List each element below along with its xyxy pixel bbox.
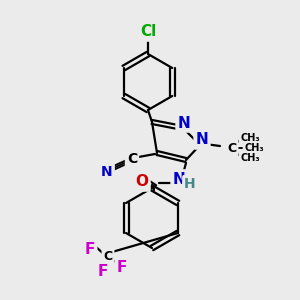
Text: F: F bbox=[117, 260, 127, 275]
Text: N: N bbox=[178, 116, 190, 130]
Text: N: N bbox=[101, 165, 113, 179]
Text: CH₃: CH₃ bbox=[240, 133, 260, 143]
Text: O: O bbox=[136, 175, 148, 190]
Text: CH₃: CH₃ bbox=[240, 153, 260, 163]
Text: F: F bbox=[98, 265, 108, 280]
Text: C: C bbox=[103, 250, 112, 262]
Text: CH₃: CH₃ bbox=[244, 143, 264, 153]
Text: H: H bbox=[184, 177, 196, 191]
Text: F: F bbox=[85, 242, 95, 257]
Text: N: N bbox=[172, 172, 185, 187]
Text: C: C bbox=[227, 142, 237, 154]
Text: Cl: Cl bbox=[140, 25, 156, 40]
Text: C: C bbox=[127, 152, 137, 166]
Text: N: N bbox=[196, 133, 208, 148]
